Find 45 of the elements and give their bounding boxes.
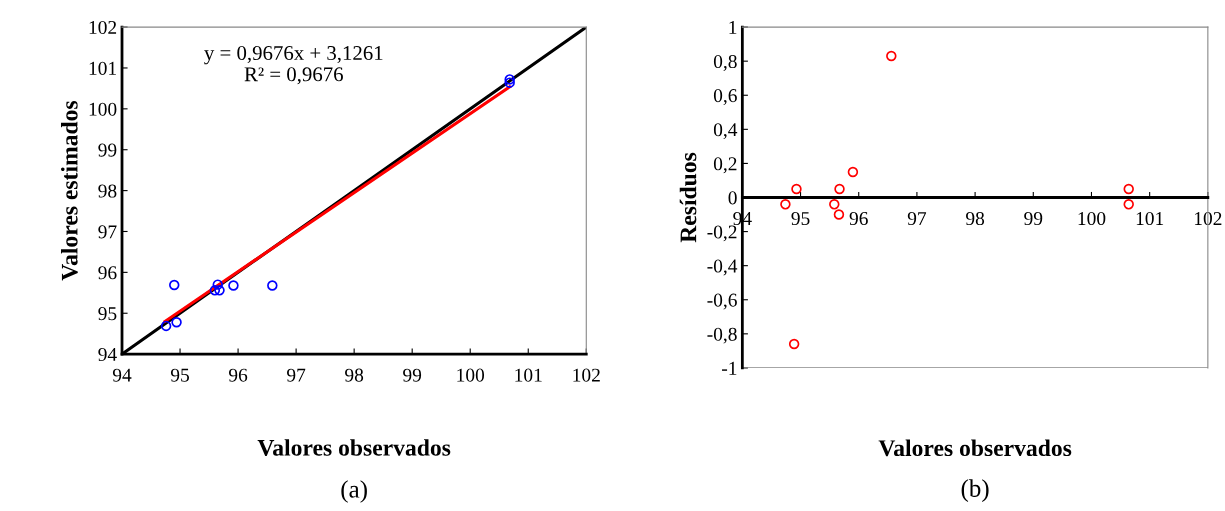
y-tick-label: -0,6	[707, 293, 737, 310]
y-tick-label: 95	[98, 307, 117, 321]
y-tick-label: 0,2	[713, 157, 737, 174]
y-tick-label: 1	[729, 20, 737, 34]
y-tick-label: 97	[98, 225, 117, 239]
text: (b)	[961, 479, 989, 502]
x-tick-label: 95	[170, 368, 190, 382]
y-tick-label: -0,2	[707, 225, 737, 242]
x-tick-label: 96	[849, 212, 868, 226]
x-axis-title: Valores observados	[257, 439, 451, 456]
x-tick-label: 97	[907, 212, 927, 226]
x-tick-label: 99	[403, 368, 422, 382]
text: (a)	[341, 480, 367, 503]
y-tick-label: 0,6	[713, 89, 737, 105]
y-tick-label: 0,8	[713, 54, 737, 71]
x-tick-label: 100	[457, 368, 485, 382]
x-tick-label: 101	[1136, 211, 1164, 226]
y-axis-title: Resíduos	[679, 152, 697, 243]
x-tick-label: 98	[345, 368, 364, 382]
x-tick-label: 102	[573, 368, 600, 382]
y-axis-title: Valores estimados	[61, 100, 78, 281]
y-tick-label: -0,4	[707, 259, 738, 276]
y-tick-label: 0	[728, 191, 737, 205]
x-axis-title: Valores observados	[878, 439, 1072, 457]
x-tick-label: 101	[515, 368, 542, 382]
y-tick-label: 94	[98, 347, 117, 362]
y-tick-label: 99	[98, 143, 117, 157]
x-tick-label: 98	[966, 211, 985, 226]
y-tick-label: 96	[98, 266, 117, 280]
x-tick-label: 95	[791, 212, 810, 226]
y-tick-label: 100	[89, 102, 117, 116]
y-tick-label: 98	[98, 184, 117, 198]
x-tick-label: 97	[287, 368, 306, 382]
x-tick-label: 94	[112, 368, 132, 382]
x-tick-label: 99	[1024, 212, 1043, 226]
y-tick-label: -1	[722, 361, 737, 375]
y-tick-label: 102	[89, 20, 117, 35]
x-tick-label: 96	[228, 368, 248, 382]
y-tick-label: -0,8	[707, 327, 737, 344]
x-tick-label: 100	[1078, 211, 1106, 226]
x-tick-label: 102	[1194, 211, 1222, 226]
annotation: R² = 0,9676	[244, 67, 343, 85]
y-tick-label: 0,4	[713, 123, 738, 140]
annotation: y = 0,9676x + 3,1261	[204, 45, 383, 65]
y-tick-label: 101	[89, 61, 116, 75]
